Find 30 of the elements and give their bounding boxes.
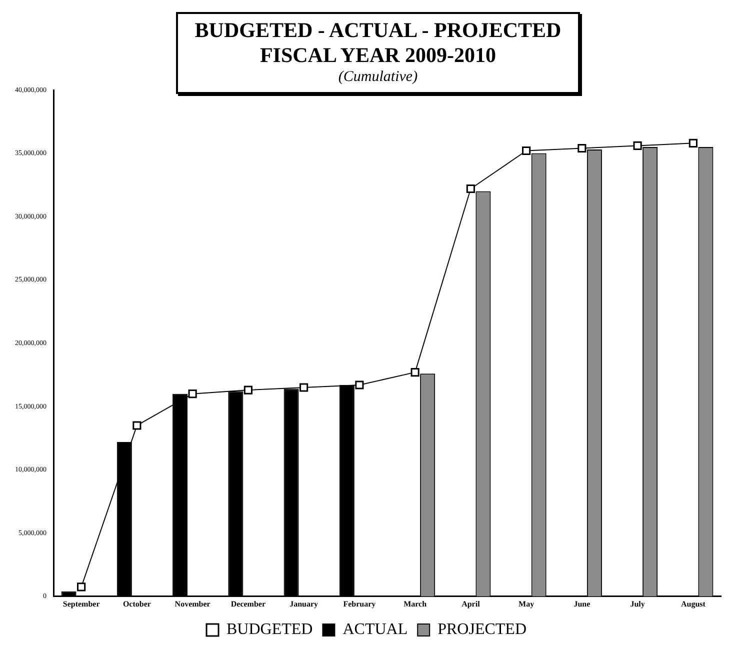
point <box>188 390 197 398</box>
legend-label: ACTUAL <box>342 621 408 638</box>
x-tick-label: June <box>574 599 591 608</box>
x-tick-label: August <box>680 599 706 608</box>
x-tick-label: July <box>630 599 645 608</box>
x-tick-label: September <box>62 599 100 608</box>
x-tick-label: November <box>174 599 211 608</box>
x-tick-label: March <box>404 599 428 608</box>
point <box>244 386 252 394</box>
chart-subtitle: FISCAL YEAR 2009-2010 <box>258 43 498 68</box>
x-tick-label: January <box>290 599 318 608</box>
legend-label: PROJECTED <box>438 621 527 638</box>
point <box>578 144 586 153</box>
point <box>410 368 420 377</box>
point <box>522 146 531 156</box>
x-tick-label: April <box>462 599 481 608</box>
point <box>300 383 308 392</box>
point <box>466 184 475 194</box>
point <box>77 582 86 592</box>
x-tick-label: December <box>230 599 266 608</box>
x-tick-label: February <box>343 599 376 608</box>
legend-label: BUDGETED <box>226 621 313 638</box>
point <box>633 141 642 150</box>
chart-title: BUDGETED - ACTUAL - PROJECTED <box>194 18 562 43</box>
x-tick-label: May <box>518 599 534 608</box>
point <box>132 421 142 430</box>
point <box>688 138 698 148</box>
text: (Cumulative) <box>337 69 419 86</box>
point <box>355 380 364 390</box>
x-tick-label: October <box>122 599 152 608</box>
